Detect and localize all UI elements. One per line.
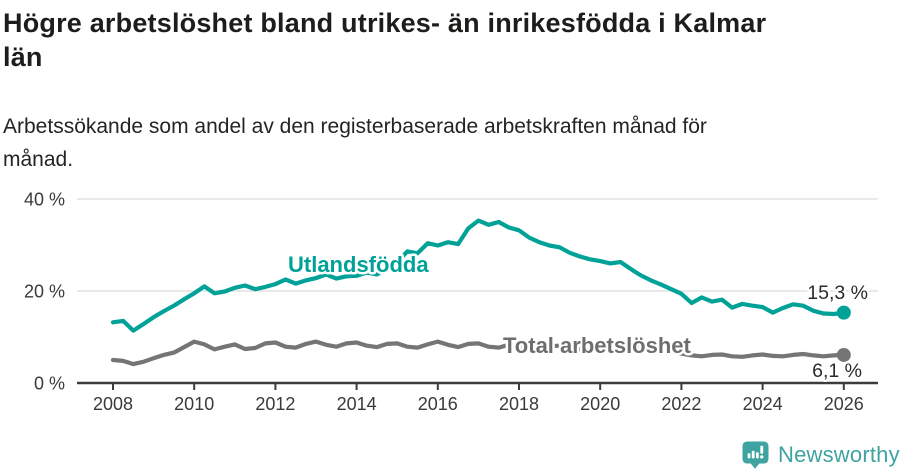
x-axis-label-2014: 2014 — [337, 394, 377, 414]
subtitle-line-1: Arbetssökande som andel av den registerb… — [3, 115, 707, 138]
page-title: Högre arbetslöshet bland utrikes- än inr… — [3, 6, 766, 74]
y-axis-label-40: 40 % — [24, 190, 65, 210]
logo-bar-3 — [756, 452, 759, 459]
end-value-label-total-arbetsloshet: 6,1 % — [812, 360, 862, 382]
logo-badge-shape — [742, 441, 769, 469]
brand-name: Newsworthy — [778, 441, 900, 467]
x-axis-label-2018: 2018 — [499, 394, 539, 414]
x-axis-label-2016: 2016 — [418, 394, 458, 414]
title-line-1: Högre arbetslöshet bland utrikes- än inr… — [3, 8, 767, 38]
x-axis-label-2008: 2008 — [93, 394, 133, 414]
y-axis-label-20: 20 % — [24, 282, 65, 302]
logo-exclamation-dot — [760, 455, 764, 459]
logo-bar-1 — [747, 453, 751, 459]
x-axis-label-2024: 2024 — [743, 394, 783, 414]
logo-exclamation-stem — [760, 445, 764, 454]
chart-subtitle: Arbetssökande som andel av den registerb… — [3, 110, 707, 176]
subtitle-line-2: månad. — [3, 148, 74, 171]
series-end-dot-total-arbetsloshet — [836, 347, 851, 362]
newsworthy-logo-icon — [742, 441, 769, 469]
x-axis-label-2026: 2026 — [824, 394, 864, 414]
series-label-utlandsfodda: Utlandsfödda — [288, 252, 429, 277]
x-axis-label-2022: 2022 — [661, 394, 701, 414]
end-value-label-utlandsfodda: 15,3 % — [807, 282, 868, 304]
logo-bar-2 — [751, 450, 755, 459]
series-line-utlandsfodda — [110, 218, 846, 333]
x-axis-label-2012: 2012 — [255, 394, 295, 414]
series-end-dot-utlandsfodda — [836, 305, 851, 320]
brand-footer: Newsworthy — [741, 440, 900, 469]
y-axis-label-0: 0 % — [34, 374, 65, 394]
x-axis-label-2020: 2020 — [580, 394, 620, 414]
title-line-2: län — [3, 42, 43, 72]
series-label-total-arbetsloshet: Total arbetslöshet — [503, 333, 692, 358]
series-line-total-arbetsloshet — [110, 339, 846, 367]
x-axis-label-2010: 2010 — [174, 394, 214, 414]
